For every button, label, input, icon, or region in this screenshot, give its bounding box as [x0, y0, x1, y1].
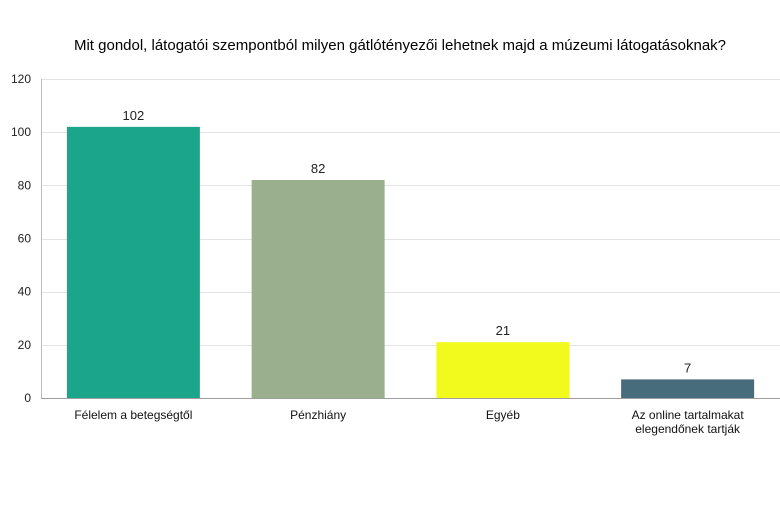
- bar: [621, 379, 755, 398]
- x-tick-label: Egyéb: [486, 408, 520, 422]
- bar: [436, 342, 570, 398]
- x-tick-label: elegendőnek tartják: [635, 422, 741, 436]
- y-tick-label: 0: [24, 391, 31, 405]
- x-tick-label: Félelem a betegségtől: [74, 408, 192, 422]
- y-tick-label: 80: [18, 178, 32, 192]
- x-tick-label: Az online tartalmakat: [632, 408, 745, 422]
- y-tick-label: 20: [18, 338, 32, 352]
- y-tick-label: 60: [18, 232, 32, 246]
- bars: [66, 126, 755, 398]
- y-tick-label: 100: [11, 125, 31, 139]
- chart-title: Mit gondol, látogatói szempontból milyen…: [74, 37, 726, 54]
- data-label: 7: [684, 360, 691, 375]
- labels: 0 20 40 60 80 100 120 102 Félelem a betegségtől 8…: [11, 72, 744, 436]
- bar: [251, 180, 385, 398]
- axes: [41, 79, 780, 399]
- data-label: 21: [496, 323, 510, 338]
- data-label: 102: [123, 108, 145, 123]
- y-tick-label: 120: [11, 72, 31, 86]
- y-tick-label: 40: [18, 285, 32, 299]
- bar: [66, 126, 200, 398]
- data-label: 82: [311, 161, 325, 176]
- x-tick-label: Pénzhiány: [290, 408, 346, 422]
